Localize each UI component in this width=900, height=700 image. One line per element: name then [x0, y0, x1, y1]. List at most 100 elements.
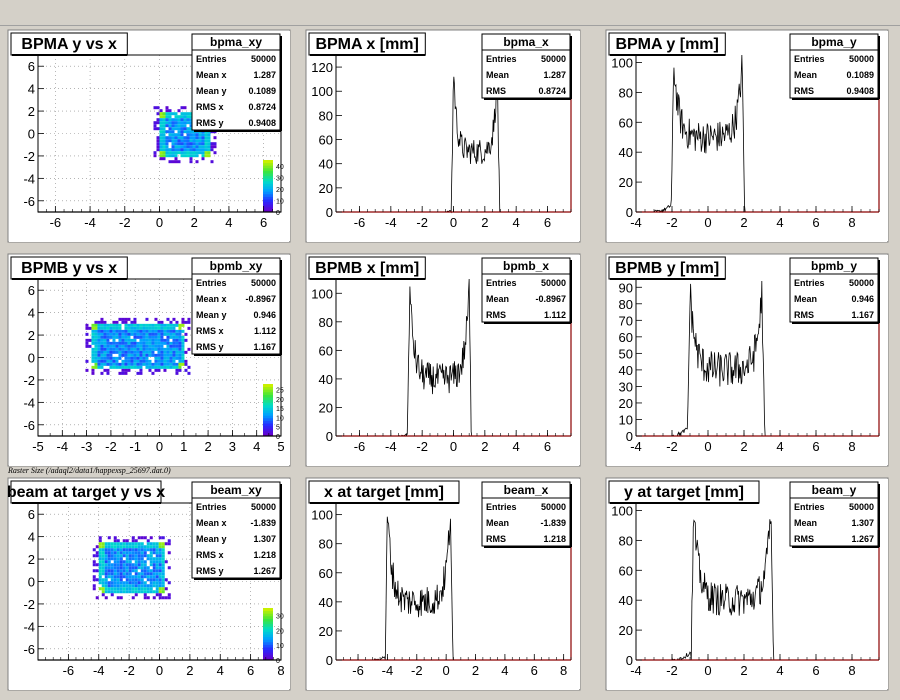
heatmap-cell: [156, 136, 160, 140]
heatmap-cell: [184, 368, 188, 372]
heatmap-cell: [145, 350, 149, 354]
heatmap-cell: [180, 124, 184, 128]
heatmap-cell: [130, 347, 134, 351]
heatmap-cell: [165, 154, 169, 158]
x-tick-label: -4: [630, 215, 642, 230]
heatmap-cell: [152, 590, 156, 594]
heatmap-cell: [180, 106, 184, 110]
heatmap-cell: [106, 332, 110, 336]
y-tick-label: 60: [319, 343, 333, 358]
heatmap-cell: [171, 112, 175, 116]
heatmap-cell: [104, 554, 108, 558]
heatmap-cell: [128, 587, 132, 591]
heatmap-cell: [91, 347, 95, 351]
heatmap-cell: [109, 365, 113, 369]
palette-tick-label: 0: [276, 210, 280, 217]
heatmap-cell: [121, 371, 125, 375]
heatmap-cell: [130, 353, 134, 357]
heatmap-cell: [154, 329, 158, 333]
heatmap-cell: [180, 121, 184, 125]
heatmap-cell: [169, 323, 173, 327]
y-tick-label: 4: [28, 530, 35, 545]
heatmap-cell: [133, 335, 137, 339]
heatmap-cell: [186, 121, 190, 125]
heatmap-cell: [160, 356, 164, 360]
heatmap-cell: [145, 362, 149, 366]
heatmap-cell: [195, 139, 199, 143]
heatmap-cell: [109, 335, 113, 339]
heatmap-cell: [163, 323, 167, 327]
stats-value: 50000: [251, 54, 276, 64]
heatmap-cell: [130, 332, 134, 336]
heatmap-cell: [100, 335, 104, 339]
heatmap-cell: [157, 359, 161, 363]
stats-value: 50000: [251, 502, 276, 512]
heatmap-cell: [177, 115, 181, 119]
heatmap-cell: [142, 338, 146, 342]
heatmap-cell: [112, 362, 116, 366]
heatmap-cell: [106, 338, 110, 342]
y-tick-label: 0: [326, 653, 333, 668]
heatmap-cell: [163, 353, 167, 357]
heatmap-cell: [122, 572, 126, 576]
heatmap-cell: [121, 335, 125, 339]
heatmap-cell: [152, 542, 156, 546]
palette-segment: [263, 634, 273, 638]
heatmap-cell: [115, 329, 119, 333]
heatmap-cell: [142, 356, 146, 360]
heatmap-cell: [134, 554, 138, 558]
palette-segment: [263, 423, 273, 427]
heatmap-cell: [142, 344, 146, 348]
heatmap-cell: [158, 551, 162, 555]
y-tick-label: 50: [619, 346, 633, 361]
heatmap-cell: [158, 563, 162, 567]
palette-tick-label: 15: [276, 406, 284, 413]
heatmap-cell: [169, 362, 173, 366]
heatmap-cell: [115, 335, 119, 339]
heatmap-cell: [139, 368, 143, 372]
stats-frame: [789, 257, 879, 323]
heatmap-cell: [107, 560, 111, 564]
heatmap-cell: [124, 368, 128, 372]
heatmap-cell: [125, 578, 129, 582]
heatmap-cell: [94, 320, 98, 324]
heatmap-cell: [159, 127, 163, 131]
heatmap-cell: [143, 575, 147, 579]
heatmap-cell: [104, 566, 108, 570]
heatmap-cell: [175, 356, 179, 360]
heatmap-cell: [134, 548, 138, 552]
heatmap-cell: [145, 341, 149, 345]
heatmap-cell: [103, 332, 107, 336]
heatmap-cell: [137, 536, 141, 540]
heatmap-cell: [85, 359, 89, 363]
heatmap-cell: [183, 106, 187, 110]
heatmap-cell: [101, 545, 105, 549]
heatmap-cell: [160, 332, 164, 336]
heatmap-cell: [189, 139, 193, 143]
heatmap-cell: [112, 323, 116, 327]
heatmap-cell: [137, 575, 141, 579]
heatmap-cell: [154, 344, 158, 348]
heatmap-cell: [151, 371, 155, 375]
palette-tick-label: 10: [276, 643, 284, 650]
heatmap-cell: [125, 551, 129, 555]
heatmap-cell: [180, 148, 184, 152]
heatmap-cell: [110, 557, 114, 561]
heatmap-cell: [148, 344, 152, 348]
heatmap-cell: [133, 347, 137, 351]
heatmap-cell: [169, 326, 173, 330]
heatmap-cell: [161, 572, 165, 576]
heatmap-cell: [113, 554, 117, 558]
heatmap-cell: [161, 560, 165, 564]
heatmap-cell: [204, 154, 208, 158]
y-tick-label: 20: [319, 400, 333, 415]
y-tick-label: 2: [28, 552, 35, 567]
heatmap-cell: [136, 353, 140, 357]
heatmap-cell: [104, 551, 108, 555]
heatmap-cell: [172, 365, 176, 369]
heatmap-cell: [140, 575, 144, 579]
heatmap-cell: [157, 344, 161, 348]
heatmap-cell: [98, 557, 102, 561]
heatmap-cell: [158, 587, 162, 591]
heatmap-cell: [152, 560, 156, 564]
